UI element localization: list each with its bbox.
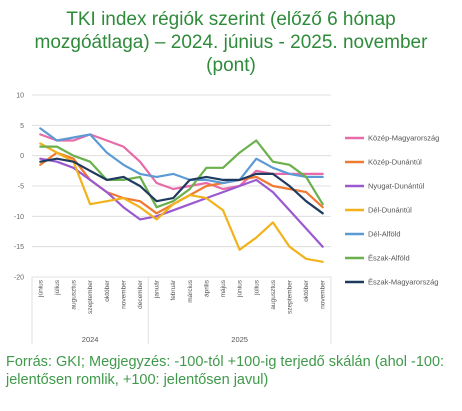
series-line <box>39 157 324 248</box>
x-tick-label: november <box>320 279 327 309</box>
legend-label: Közép-Magyarország <box>368 134 439 143</box>
legend-label: Észak-Magyarország <box>368 278 438 287</box>
line-chart: 10 5 0 -5 -10 -15 -20 június július augusztus szep… <box>14 93 439 344</box>
year-group-label: 2025 <box>231 335 248 344</box>
x-tick-label: szeptember <box>286 279 293 314</box>
legend-label: Dél-Dunántúl <box>368 206 412 215</box>
x-tick-label: augusztus <box>270 279 277 309</box>
y-tick-label: 10 <box>16 93 24 100</box>
x-tick-label: október <box>303 279 310 302</box>
source-note: Forrás: GKI; Megjegyzés: -100-tól +100-i… <box>6 354 445 388</box>
series-line <box>39 139 324 209</box>
series-line <box>39 142 324 263</box>
y-tick-label: -20 <box>14 275 24 282</box>
x-tick-label: szeptember <box>87 279 94 314</box>
legend-label: Közép-Dunántúl <box>368 158 422 167</box>
x-tick-label: július <box>253 279 260 296</box>
x-tick-label: augusztus <box>71 279 78 309</box>
series-line <box>39 157 324 215</box>
title-line-1: TKI index régiók szerint (előző 6 hónap <box>66 9 396 30</box>
x-tick-label: március <box>187 279 194 303</box>
x-tick-label: június <box>237 279 244 298</box>
series-line <box>39 133 324 191</box>
x-tick-label: december <box>137 279 144 309</box>
chart-title: TKI index régiók szerint (előző 6 hónap … <box>0 8 462 77</box>
x-tick-label: november <box>120 279 127 309</box>
x-tick-label: október <box>104 279 111 302</box>
y-tick-label: 0 <box>20 153 24 160</box>
y-tick-label: 5 <box>20 123 24 130</box>
legend-label: Észak-Alföld <box>368 254 410 263</box>
x-tick-label: január <box>154 279 161 299</box>
x-tick-label: február <box>170 279 177 300</box>
year-group-label: 2024 <box>82 335 99 344</box>
y-tick-label: -10 <box>14 214 24 221</box>
y-tick-label: -15 <box>14 244 24 251</box>
x-tick-label: július <box>54 279 61 296</box>
x-tick-label: május <box>220 279 227 297</box>
title-line-3: (pont) <box>206 55 256 76</box>
y-tick-label: -5 <box>18 184 24 191</box>
legend-label: Nyugat-Dunántúl <box>368 182 425 191</box>
legend-label: Dél-Alföld <box>368 230 401 239</box>
x-tick-label: április <box>203 279 210 297</box>
series-line <box>39 127 324 185</box>
title-line-2: mozgóátlaga) – 2024. június - 2025. nove… <box>34 32 428 53</box>
x-tick-label: június <box>37 279 44 298</box>
